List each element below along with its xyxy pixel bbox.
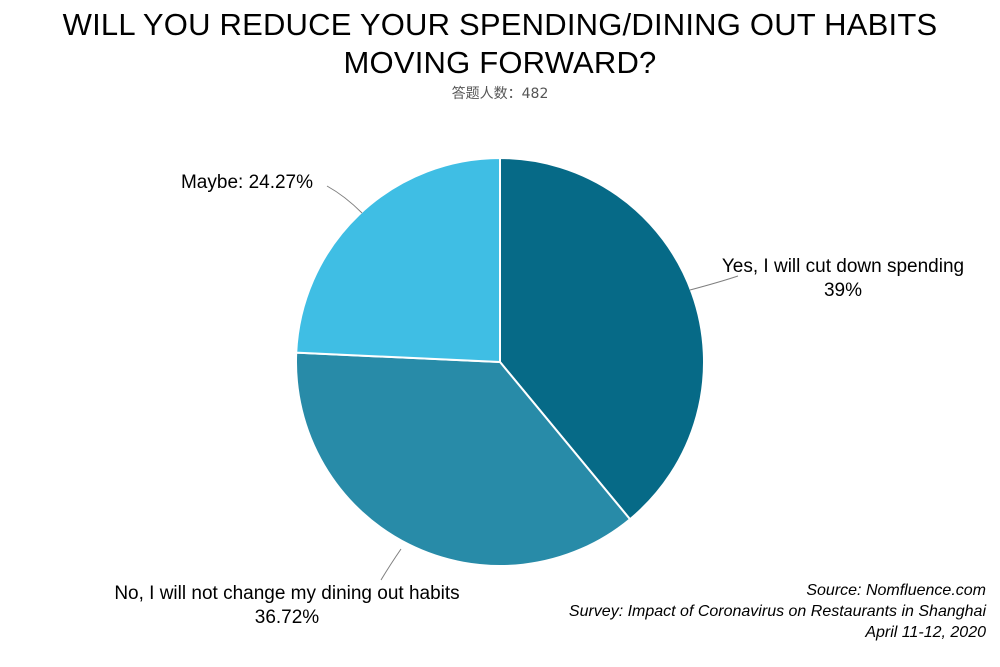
source-line-1: Source: Nomfluence.com — [806, 582, 986, 599]
pie-slice-yes — [499, 157, 705, 521]
pie-slices — [295, 157, 705, 568]
leader-line-maybe — [326, 185, 363, 214]
slice-label-no: No, I will not change my dining out habi… — [114, 583, 459, 604]
slice-value-no: 36.72% — [255, 607, 320, 628]
source-note: Source: Nomfluence.com Survey: Impact of… — [569, 580, 986, 643]
respondent-count: 答题人数：482 — [451, 86, 549, 102]
source-line-3: April 11-12, 2020 — [865, 624, 986, 641]
leader-line-no — [380, 548, 402, 581]
chart-title-line-1: WILL YOU REDUCE YOUR SPENDING/DINING OUT… — [62, 7, 938, 42]
pie-slice-no — [295, 351, 631, 568]
chart-title: WILL YOU REDUCE YOUR SPENDING/DINING OUT… — [0, 6, 1000, 82]
slice-label-yes: Yes, I will cut down spending — [722, 256, 964, 277]
chart-title-line-2: MOVING FORWARD? — [343, 45, 657, 80]
slice-label-maybe: Maybe: 24.27% — [181, 172, 313, 193]
pie-slice-maybe — [295, 157, 501, 363]
slice-value-yes: 39% — [824, 280, 862, 301]
source-line-2: Survey: Impact of Coronavirus on Restaur… — [568, 603, 986, 620]
leader-line-yes — [689, 275, 739, 291]
